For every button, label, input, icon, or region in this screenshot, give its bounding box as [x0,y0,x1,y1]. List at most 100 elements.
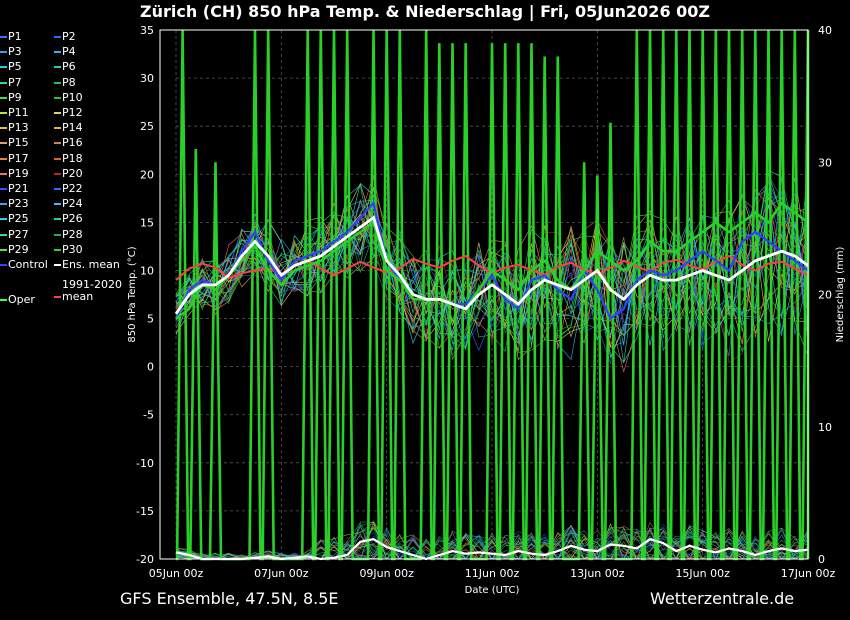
legend-swatch [0,142,7,145]
legend-swatch [54,233,61,236]
y2-axis-label: Niederschlag (mm) [835,247,846,343]
legend-label: P1 [8,30,22,43]
legend-entry-p16: P16 [54,137,83,149]
y-tick-label: -10 [136,457,154,470]
legend-label: P16 [62,136,83,150]
member-line-p5 [175,210,809,348]
legend-swatch [54,142,61,145]
grid-lines [175,29,809,560]
member-precip-p19 [176,525,809,560]
y2-tick-label: 30 [818,156,832,169]
legend-label: P23 [8,197,29,211]
legend-label: P3 [8,45,22,59]
legend-label: Ens. mean [62,258,120,271]
legend-entry-p29: P29 [0,243,29,256]
legend-entry-p2: P2 [54,31,76,43]
x-tick-label: 15Jun 00z [675,567,730,580]
member-line-p28 [175,209,809,356]
legend-swatch [0,157,7,160]
y-tick-label: 15 [140,216,154,229]
legend-label: P4 [62,45,76,59]
legend-entry-p14: P14 [54,122,83,134]
legend-label: P13 [8,121,29,135]
legend-entry-p26: P26 [54,213,83,225]
member-line-p19 [175,202,809,373]
legend-entry-p28: P28 [54,228,83,241]
x-tick-label: 17Jun 00z [781,567,836,580]
legend-label: P18 [62,151,83,165]
legend-label: P22 [62,182,83,195]
legend-label: Oper [8,292,35,306]
legend-entry-ens-mean: Ens. mean [54,259,120,271]
legend-swatch [0,81,7,84]
legend-label: Control [8,258,48,271]
legend-entry-1991-2020-mean: 1991-2020 mean [54,277,122,303]
y-tick-label: 10 [140,264,154,277]
legend-label: P30 [62,242,83,256]
legend-entry-p22: P22 [54,183,83,195]
legend-entry-p8: P8 [54,76,76,89]
legend-swatch [0,172,7,175]
legend-swatch [0,127,7,130]
legend-swatch [0,248,7,251]
y-tick-label: -20 [136,553,154,566]
legend-swatch [0,264,7,266]
legend-label: P15 [8,136,29,150]
legend-entry-p18: P18 [54,151,83,165]
x-tick-label: 05Jun 00z [149,567,204,580]
legend-swatch [54,248,61,251]
legend-swatch [54,203,61,206]
legend-swatch [54,127,61,130]
main-series-lines [174,200,809,321]
legend-swatch [54,112,61,114]
x-axis-label: Date (UTC) [465,585,520,596]
legend-entry-p13: P13 [0,122,29,134]
legend-swatch [54,218,61,221]
legend-entry-p20: P20 [54,167,83,180]
chart-legend: P1 P2 P3 P4 P5 P6 P7 P8 P9 P10 P11 P12 P13 P14 P15 P16 P… [0,31,140,321]
legend-swatch [54,264,61,266]
y-tick-label: 20 [140,168,154,181]
legend-entry-p7: P7 [0,76,22,89]
y-tick-label: 25 [140,120,154,133]
legend-entry-p24: P24 [54,198,83,210]
legend-label: P27 [8,227,29,241]
member-line-p30 [175,186,809,353]
member-line-p20 [175,177,809,364]
legend-entry-p30: P30 [54,242,83,256]
legend-entry-p5: P5 [0,61,22,73]
y-tick-label: -5 [143,409,154,422]
legend-swatch [54,96,61,99]
legend-swatch [54,36,61,38]
legend-entry-p9: P9 [0,90,22,104]
legend-label: P11 [8,106,29,119]
y2-tick-label: 0 [818,553,825,566]
legend-entry-p11: P11 [0,107,29,119]
member-line-p8 [175,224,809,353]
legend-entry-p21: P21 [0,183,29,195]
legend-entry-oper: Oper [0,292,35,306]
legend-swatch [54,66,61,69]
legend-entry-control: Control [0,259,48,271]
legend-label: P2 [62,30,76,43]
legend-swatch [0,188,7,190]
legend-label: P9 [8,90,22,104]
legend-entry-p25: P25 [0,213,29,225]
chart-title: Zürich (CH) 850 hPa Temp. & Niederschlag… [139,2,711,21]
legend-label: P14 [62,121,83,135]
oper-line [175,201,809,320]
ens-mean-line [174,215,809,315]
legend-swatch [54,172,61,175]
x-tick-label: 09Jun 00z [359,567,414,580]
legend-entry-p27: P27 [0,227,29,241]
x-tick-label: 13Jun 00z [570,567,625,580]
legend-swatch [0,298,7,301]
y2-tick-label: 20 [818,289,832,302]
legend-swatch [0,51,7,54]
legend-label: P10 [62,90,83,104]
y-tick-label: 5 [147,313,154,326]
legend-swatch [54,295,61,298]
legend-label: 1991-2020 mean [62,277,122,303]
